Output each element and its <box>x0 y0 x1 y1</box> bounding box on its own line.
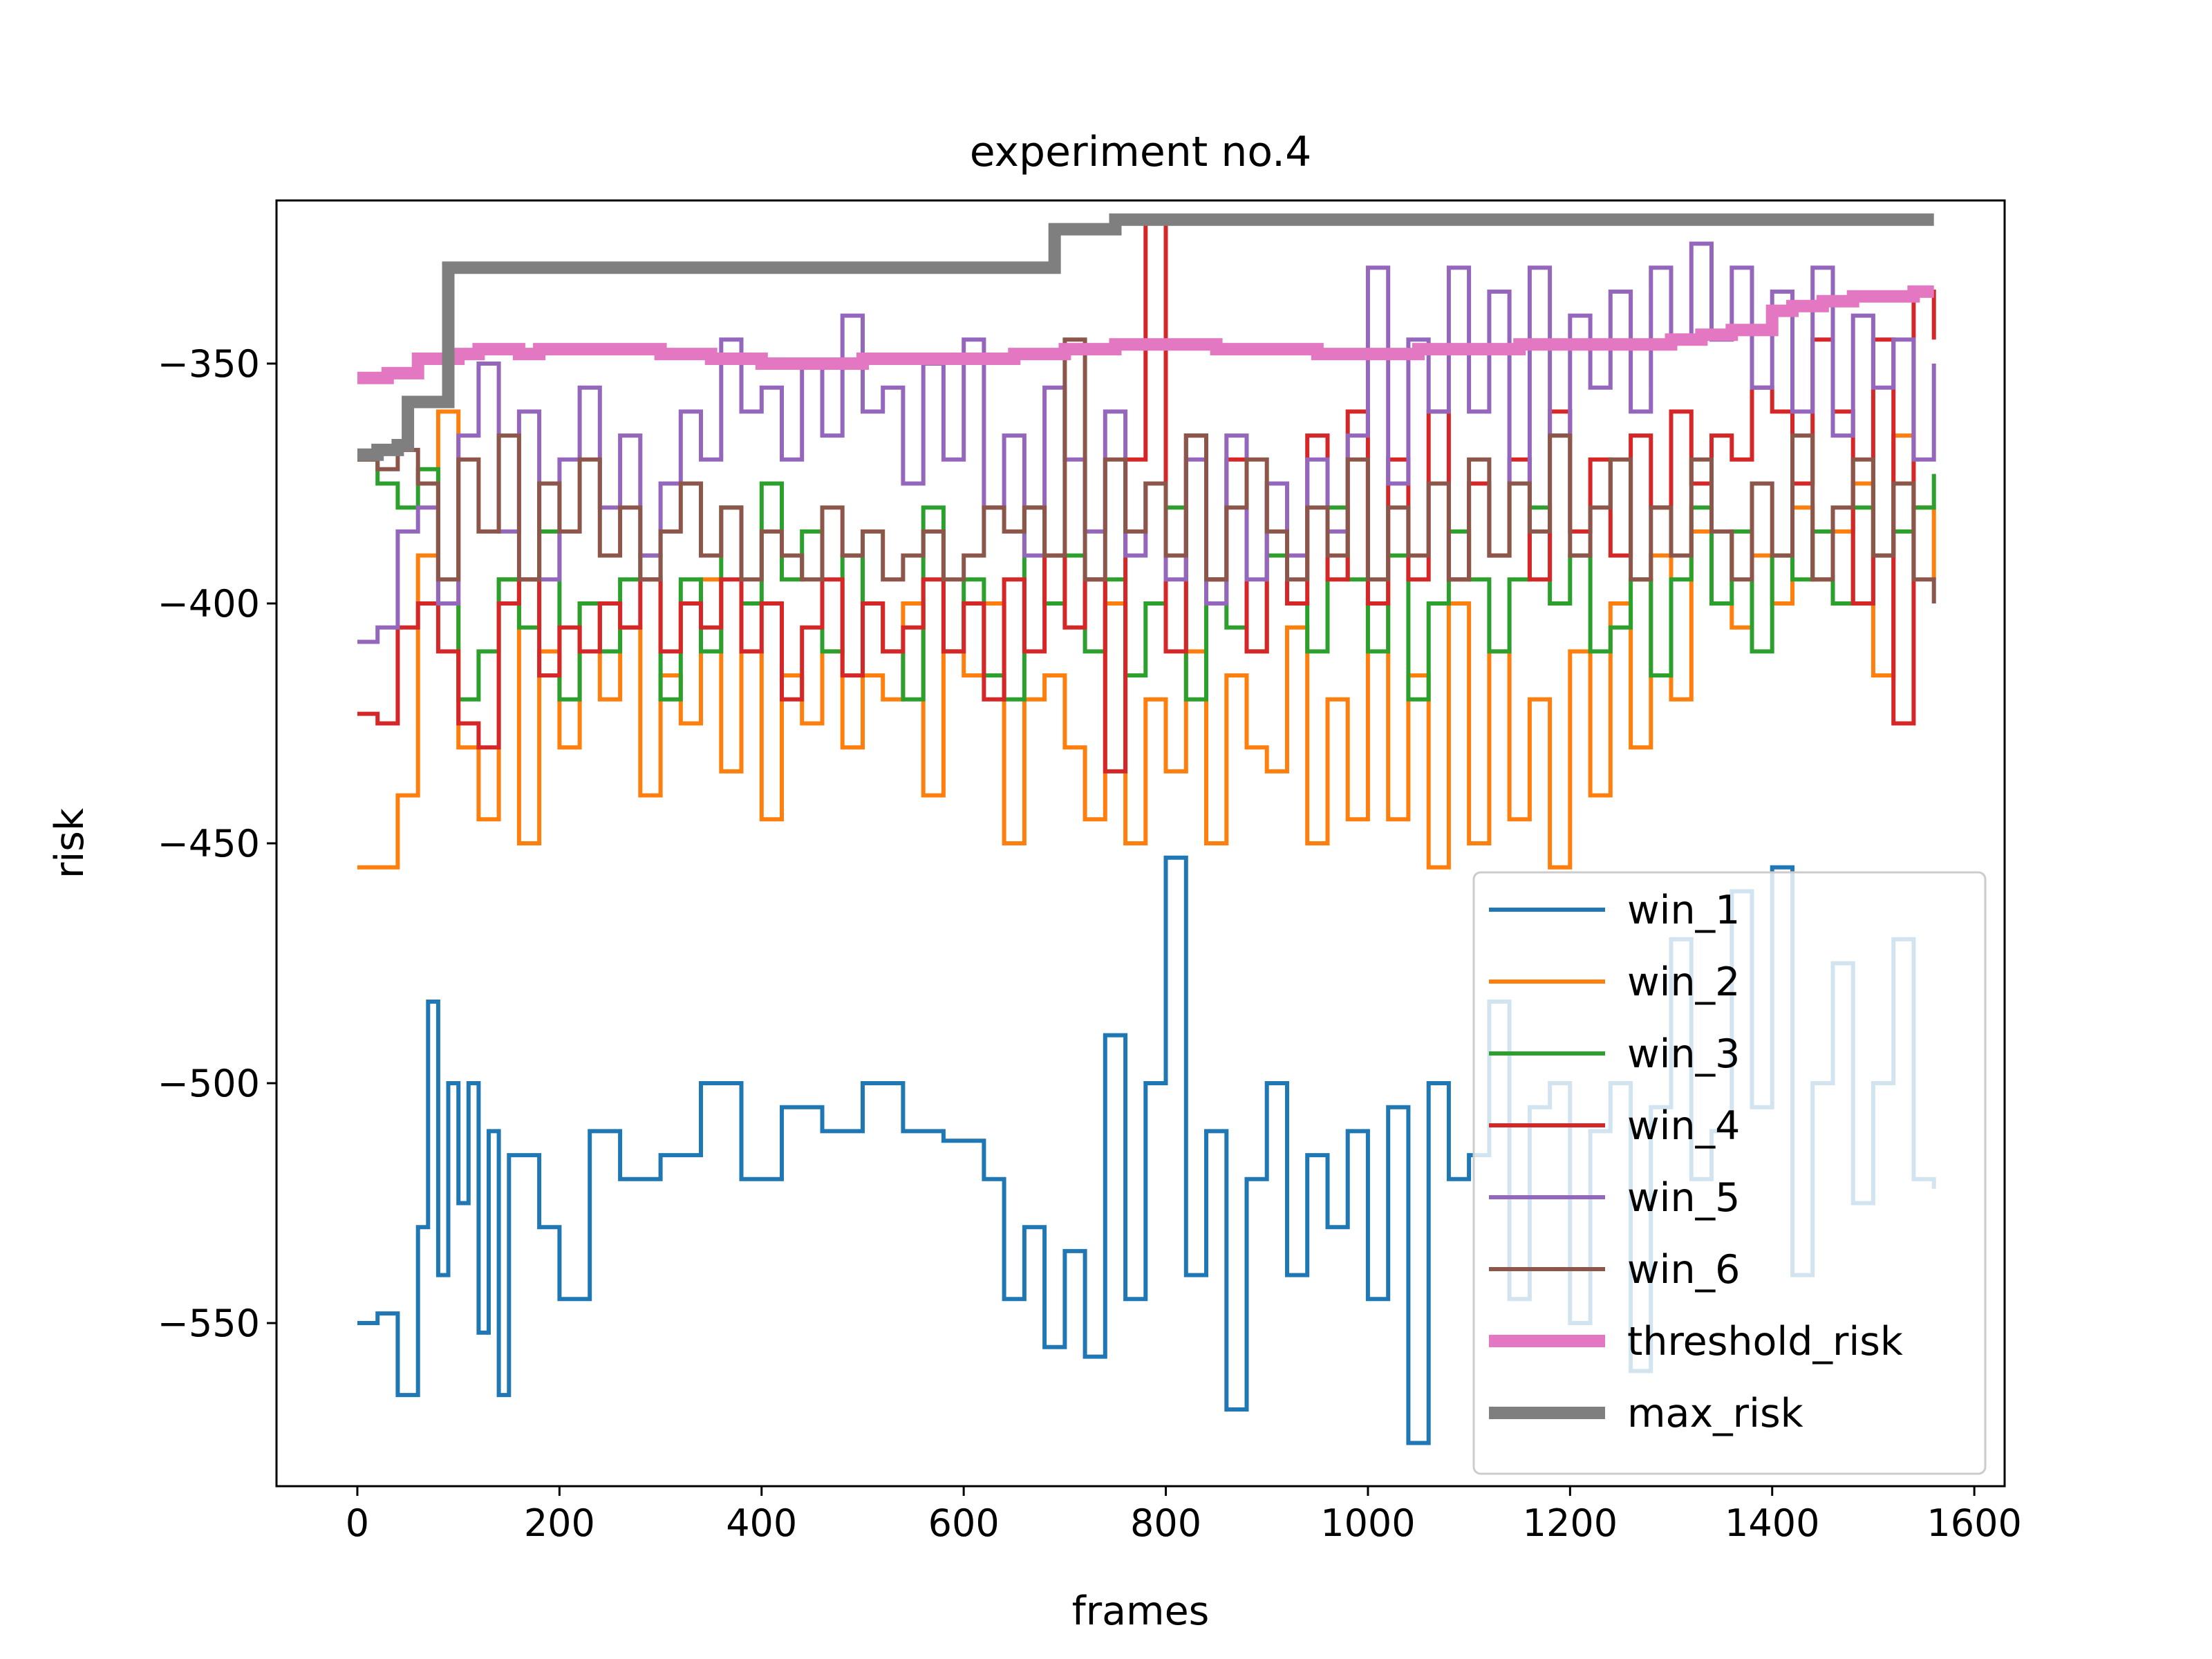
series-threshold-risk <box>357 285 1934 384</box>
x-tick-label: 1000 <box>1320 1501 1415 1545</box>
legend-label: max_risk <box>1627 1391 1803 1436</box>
y-tick-label: −350 <box>158 342 260 386</box>
x-tick-label: 400 <box>726 1501 797 1545</box>
y-tick-label: −400 <box>158 582 260 626</box>
legend-label: win_4 <box>1627 1103 1740 1149</box>
plot-frame <box>275 199 2006 1488</box>
chart-title: experiment no.4 <box>970 128 1312 176</box>
legend-label: win_2 <box>1627 959 1740 1005</box>
legend-label: win_3 <box>1627 1031 1740 1077</box>
x-tick-label: 1400 <box>1725 1501 1819 1545</box>
legend-label: threshold_risk <box>1627 1319 1903 1365</box>
legend: win_1 win_2 win_3 win_4 win_5 win_6 threshold_… <box>1472 871 1987 1475</box>
series-win-6 <box>357 337 1936 603</box>
legend-label: win_1 <box>1627 888 1740 933</box>
series-win-3 <box>357 457 1936 702</box>
x-tick-label: 200 <box>524 1501 595 1545</box>
y-tick-label: −500 <box>158 1062 260 1105</box>
y-tick-label: −450 <box>158 822 260 865</box>
legend-label: win_6 <box>1627 1247 1740 1293</box>
x-tick-label: 1600 <box>1927 1501 2021 1545</box>
series-max-risk <box>357 213 1934 461</box>
x-axis-label: frames <box>1072 1588 1210 1634</box>
axis-ticks: 0 200 400 600 800 1000 1200 1400 1600 −350 −400 −45… <box>158 342 2022 1545</box>
legend-label: win_5 <box>1627 1175 1740 1221</box>
x-tick-label: 0 <box>346 1501 369 1545</box>
y-axis-label: risk <box>47 808 93 879</box>
y-tick-label: −550 <box>158 1302 260 1345</box>
legend-box <box>1472 871 1987 1475</box>
x-tick-label: 600 <box>928 1501 1000 1545</box>
x-tick-label: 800 <box>1130 1501 1201 1545</box>
x-tick-label: 1200 <box>1523 1501 1618 1545</box>
